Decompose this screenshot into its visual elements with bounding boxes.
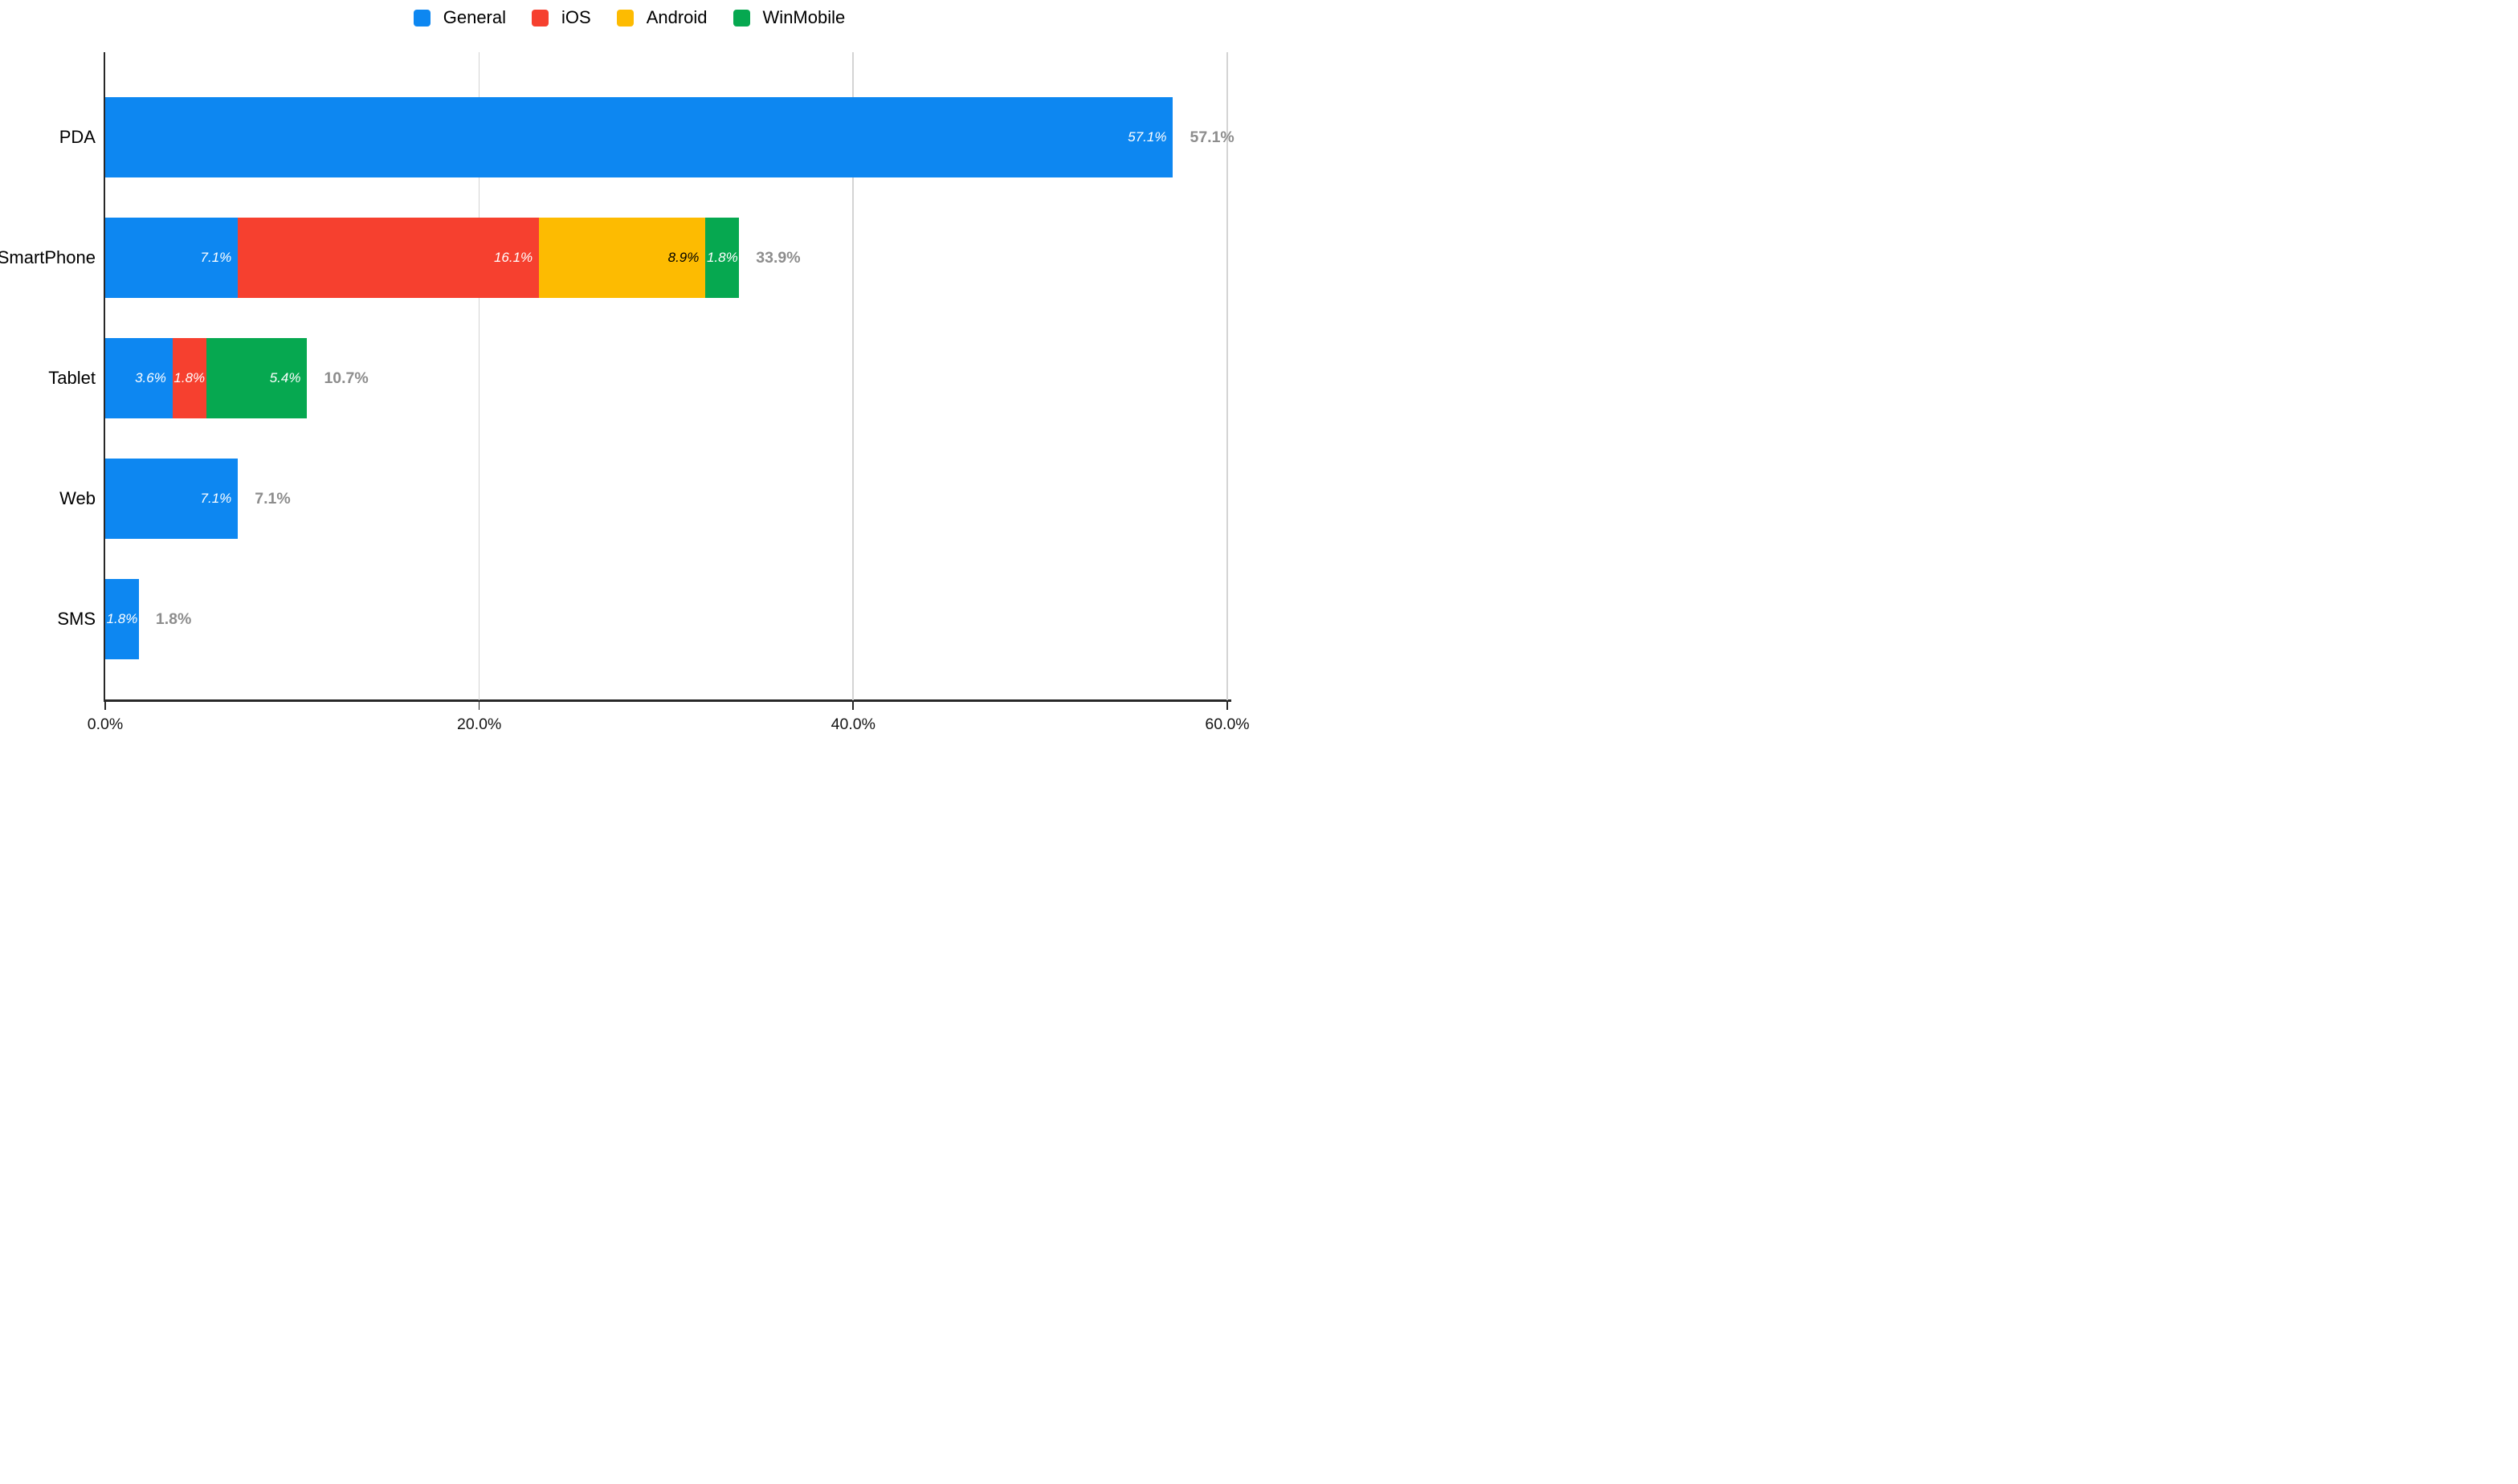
legend-item-winmobile[interactable]: WinMobile [733,7,846,28]
legend-item-label: iOS [561,7,591,27]
bar-row: 7.1% [105,459,239,539]
bar-row: 7.1% 16.1% 8.9% 1.8% [105,218,740,298]
legend-item-ios[interactable]: iOS [532,7,591,28]
legend-swatch-icon [413,9,431,26]
x-axis-tick-label: 60.0% [1205,716,1250,733]
bar-segment-general[interactable]: 7.1% [105,218,239,298]
legend-item-label: WinMobile [762,7,846,27]
x-axis-tick [478,702,480,710]
category-label: Web [59,488,96,508]
bar-total-label: 1.8% [155,610,192,628]
category-label: SMS [57,609,96,629]
gridline [1226,52,1228,700]
category-label: PDA [59,127,96,147]
category-label: SmartPhone [0,247,96,267]
bar-segment-winmobile[interactable]: 5.4% [206,338,308,418]
segment-value-label: 1.8% [706,250,738,265]
x-axis-tick-label: 40.0% [830,716,875,733]
segment-value-label: 1.8% [106,611,138,626]
bar-row: 3.6% 1.8% 5.4% [105,338,308,418]
segment-value-label: 5.4% [269,370,301,385]
bar-total-label: 7.1% [255,489,291,508]
segment-value-label: 8.9% [667,250,700,265]
bar-segment-winmobile[interactable]: 1.8% [705,218,740,298]
x-axis-tick-label: 20.0% [457,716,502,733]
segment-value-label: 7.1% [200,491,232,506]
chart-legend: General iOS Android WinMobile [0,7,1259,28]
gridline [478,52,480,700]
segment-value-label: 57.1% [1128,129,1167,145]
legend-item-label: General [443,7,507,27]
x-axis-tick-label: 0.0% [87,716,124,733]
gridline [852,52,854,700]
bar-segment-general[interactable]: 7.1% [105,459,239,539]
segment-value-label: 16.1% [493,250,533,265]
legend-item-android[interactable]: Android [616,7,708,28]
segment-value-label: 7.1% [200,250,232,265]
bar-segment-general[interactable]: 1.8% [105,579,139,659]
bar-row: 57.1% [105,97,1173,177]
legend-item-label: Android [646,7,708,27]
bar-total-label: 33.9% [756,248,801,267]
bar-row: 1.8% [105,579,139,659]
bar-segment-ios[interactable]: 1.8% [172,338,206,418]
bar-segment-android[interactable]: 8.9% [539,218,706,298]
legend-swatch-icon [733,9,750,26]
bar-total-label: 57.1% [1190,128,1235,146]
x-axis-tick [852,702,854,710]
x-axis-line [104,699,1231,702]
stacked-bar-chart: General iOS Android WinMobile 0.0% 20.0% 40.0… [0,0,1259,742]
segment-value-label: 1.8% [173,370,206,385]
bar-segment-ios[interactable]: 16.1% [238,218,540,298]
bar-segment-general[interactable]: 3.6% [105,338,173,418]
y-axis-line [104,52,105,701]
x-axis-tick [104,702,106,710]
bar-segment-general[interactable]: 57.1% [105,97,1173,177]
legend-item-general[interactable]: General [413,7,507,28]
x-axis-tick [1226,702,1228,710]
legend-swatch-icon [532,9,549,26]
legend-swatch-icon [616,9,634,26]
bar-total-label: 10.7% [324,369,369,387]
segment-value-label: 3.6% [135,370,166,385]
category-label: Tablet [48,368,96,388]
